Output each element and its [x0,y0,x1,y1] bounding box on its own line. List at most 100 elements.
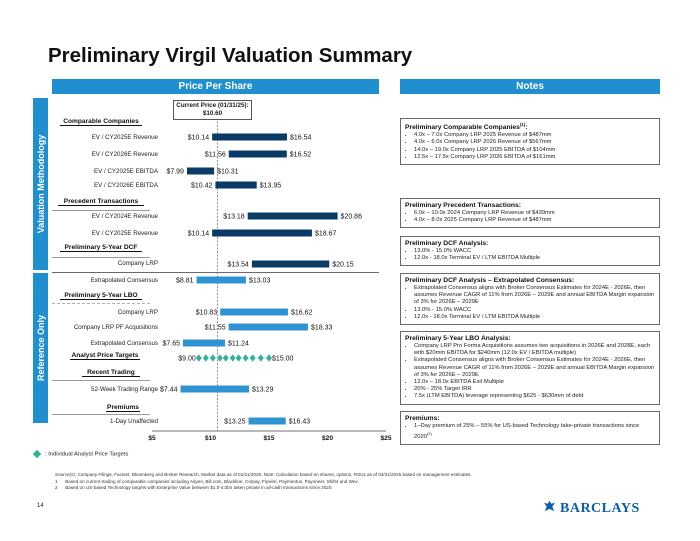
range-low-label: $11.55 [205,325,226,332]
analyst-target-diamond-icon [32,449,42,459]
notes-bullet: 12.5x – 17.5x Company LRP 2026 EBITDA of… [414,154,655,161]
analyst-target-point [249,353,257,363]
section-prelim-lbo: Preliminary 5-Year LBO [60,292,142,300]
footnote-1: 1 Based on current trading of comparable… [55,479,359,484]
analyst-target-point [265,353,273,363]
range-bar [183,339,226,347]
notes-box: Preliminary DCF Analysis – Extrapolated … [400,273,660,326]
analyst-target-point [216,353,224,363]
range-bar [251,260,330,268]
notes-bullet: Extrapolated Consensus aligns with Broke… [414,285,655,307]
notes-bullet: 1–Day premium of 25% – 55% for US-based … [414,423,655,441]
notes-bullet: 4.0x – 8.0x 2025 Company LRP Revenue of … [414,217,655,224]
range-high-label: $16.52 [290,152,312,159]
notes-box-title: Preliminary Comparable Companies(1): [405,122,528,132]
range-bar [186,167,215,175]
analyst-target-point [209,353,217,363]
section-premiums: Premiums [106,404,140,412]
row-label: Extrapolated Consensus [90,277,158,284]
section-divider [52,303,150,304]
range-low-label: $7.44 [160,387,178,394]
range-bar [228,323,308,331]
range-low-label: $10.14 [188,231,210,238]
range-low-label: $7.99 [166,169,184,176]
eagle-icon [543,500,556,512]
range-low-label: $11.56 [205,152,226,159]
range-high-label: $13.03 [249,278,271,285]
notes-bullet: Extrapolated Consensus aligns with Broke… [414,357,655,379]
range-low-label: $9.00 [178,356,196,363]
row-label: EV / CY2026E Revenue [91,151,158,158]
valuation-methodology-band: Valuation Methodology [33,98,48,270]
section-precedent-transactions: Precedent Transactions [58,198,144,206]
footnote-2-text: Based on US-based Technology targets wit… [65,485,333,490]
notes-box-title: Preliminary Precedent Transactions: [405,202,521,209]
row-label: 52-Week Trading Range [91,386,158,393]
notes-box: Preliminary Comparable Companies(1):4.0x… [400,118,660,166]
row-label: EV / CY2025E Revenue [91,230,158,237]
range-bar [220,308,288,316]
notes-bullet-list: 4.0x – 7.0x Company LRP 2025 Revenue of … [405,132,655,161]
x-tick-label: $5 [148,435,156,442]
section-divider [52,257,150,258]
footnote-marker: (2) [426,431,432,437]
logo-text: BARCLAYS [560,501,640,516]
range-high-label: $18.33 [311,325,333,332]
range-bar [180,385,249,393]
range-high-label: $20.86 [341,214,363,221]
notes-box: Preliminary DCF Analysis:13.0% - 15.0% W… [400,236,660,267]
notes-box: Premiums:1–Day premium of 25% – 55% for … [400,411,660,446]
notes-box-title: Preliminary DCF Analysis: [405,240,489,247]
row-label: 1-Day Unaffected [109,418,158,425]
range-high-label: $13.95 [260,183,282,190]
range-high-label: $16.62 [291,310,313,317]
notes-bullet: 4.0x – 7.0x Company LRP 2025 Revenue of … [414,132,655,139]
page-number: 14 [37,503,44,509]
row-label: Company LRP [117,260,158,267]
notes-bullet-list: Company LRP Pro Forma Acquisitions assum… [405,343,655,401]
page-title: Preliminary Virgil Valuation Summary [48,44,413,67]
footnote-2-number: 2 [55,485,58,490]
notes-bullet: 12.0x – 18.0x EBITDA Exit Multiple [414,379,655,386]
notes-bullet: 13.0% - 15.0% WACC [414,307,655,314]
price-per-share-header: Price Per Share [52,79,379,94]
range-high-label: $13.29 [252,387,274,394]
notes-bullet: 13.0% - 15.0% WACC [414,248,655,255]
legend-text: : Individual Analyst Price Targets [45,451,129,458]
barclays-logo: BARCLAYS [543,500,640,517]
x-tick-label: $15 [263,435,274,442]
section-divider [52,210,150,211]
range-low-label: $7.65 [162,341,180,348]
analyst-target-point [229,353,237,363]
range-bar [196,276,246,284]
reference-only-band: Reference Only [33,273,48,423]
range-low-label: $13.54 [227,262,249,269]
notes-bullet-list: 6.0x – 10.0x 2024 Company LRP Revenue of… [405,210,655,224]
range-low-label: $8.81 [176,278,194,285]
notes-box: Preliminary Precedent Transactions:6.0x … [400,198,660,229]
section-recent-trading: Recent Trading [82,369,140,377]
notes-bullet: 12.0x - 18.0x Terminal EV / LTM EBITDA M… [414,314,655,321]
current-price-box: Current Price (01/31/25): $10.60 [173,100,252,120]
notes-bullet-list: 13.0% - 15.0% WACC12.0x - 18.0x Terminal… [405,248,655,262]
notes-box-title: Premiums: [405,415,440,422]
notes-box: Preliminary 5-Year LBO Analysis:Company … [400,331,660,405]
notes-bullet: 7.5x (LTM EBITDA) leverage representing … [414,393,655,400]
notes-bullet: Company LRP Pro Forma Acquisitions assum… [414,343,655,357]
analyst-target-point [222,353,230,363]
range-low-label: $10.42 [191,183,213,190]
row-label: EV / CY2025E EBITDA [94,168,158,175]
section-analyst-price-targets: Analyst Price Targets [70,352,140,360]
range-bar [248,417,286,425]
analyst-target-point [202,353,210,363]
notes-bullet: 20% - 25% Target IRR [414,386,655,393]
notes-header: Notes [400,79,660,94]
reference-divider [52,272,379,273]
current-price-value: $10.60 [202,110,223,117]
range-bar [228,150,287,158]
section-divider [52,414,150,415]
range-high-label: $16.54 [290,135,312,142]
range-low-label: $13.25 [224,419,246,426]
analyst-target-point [257,353,265,363]
